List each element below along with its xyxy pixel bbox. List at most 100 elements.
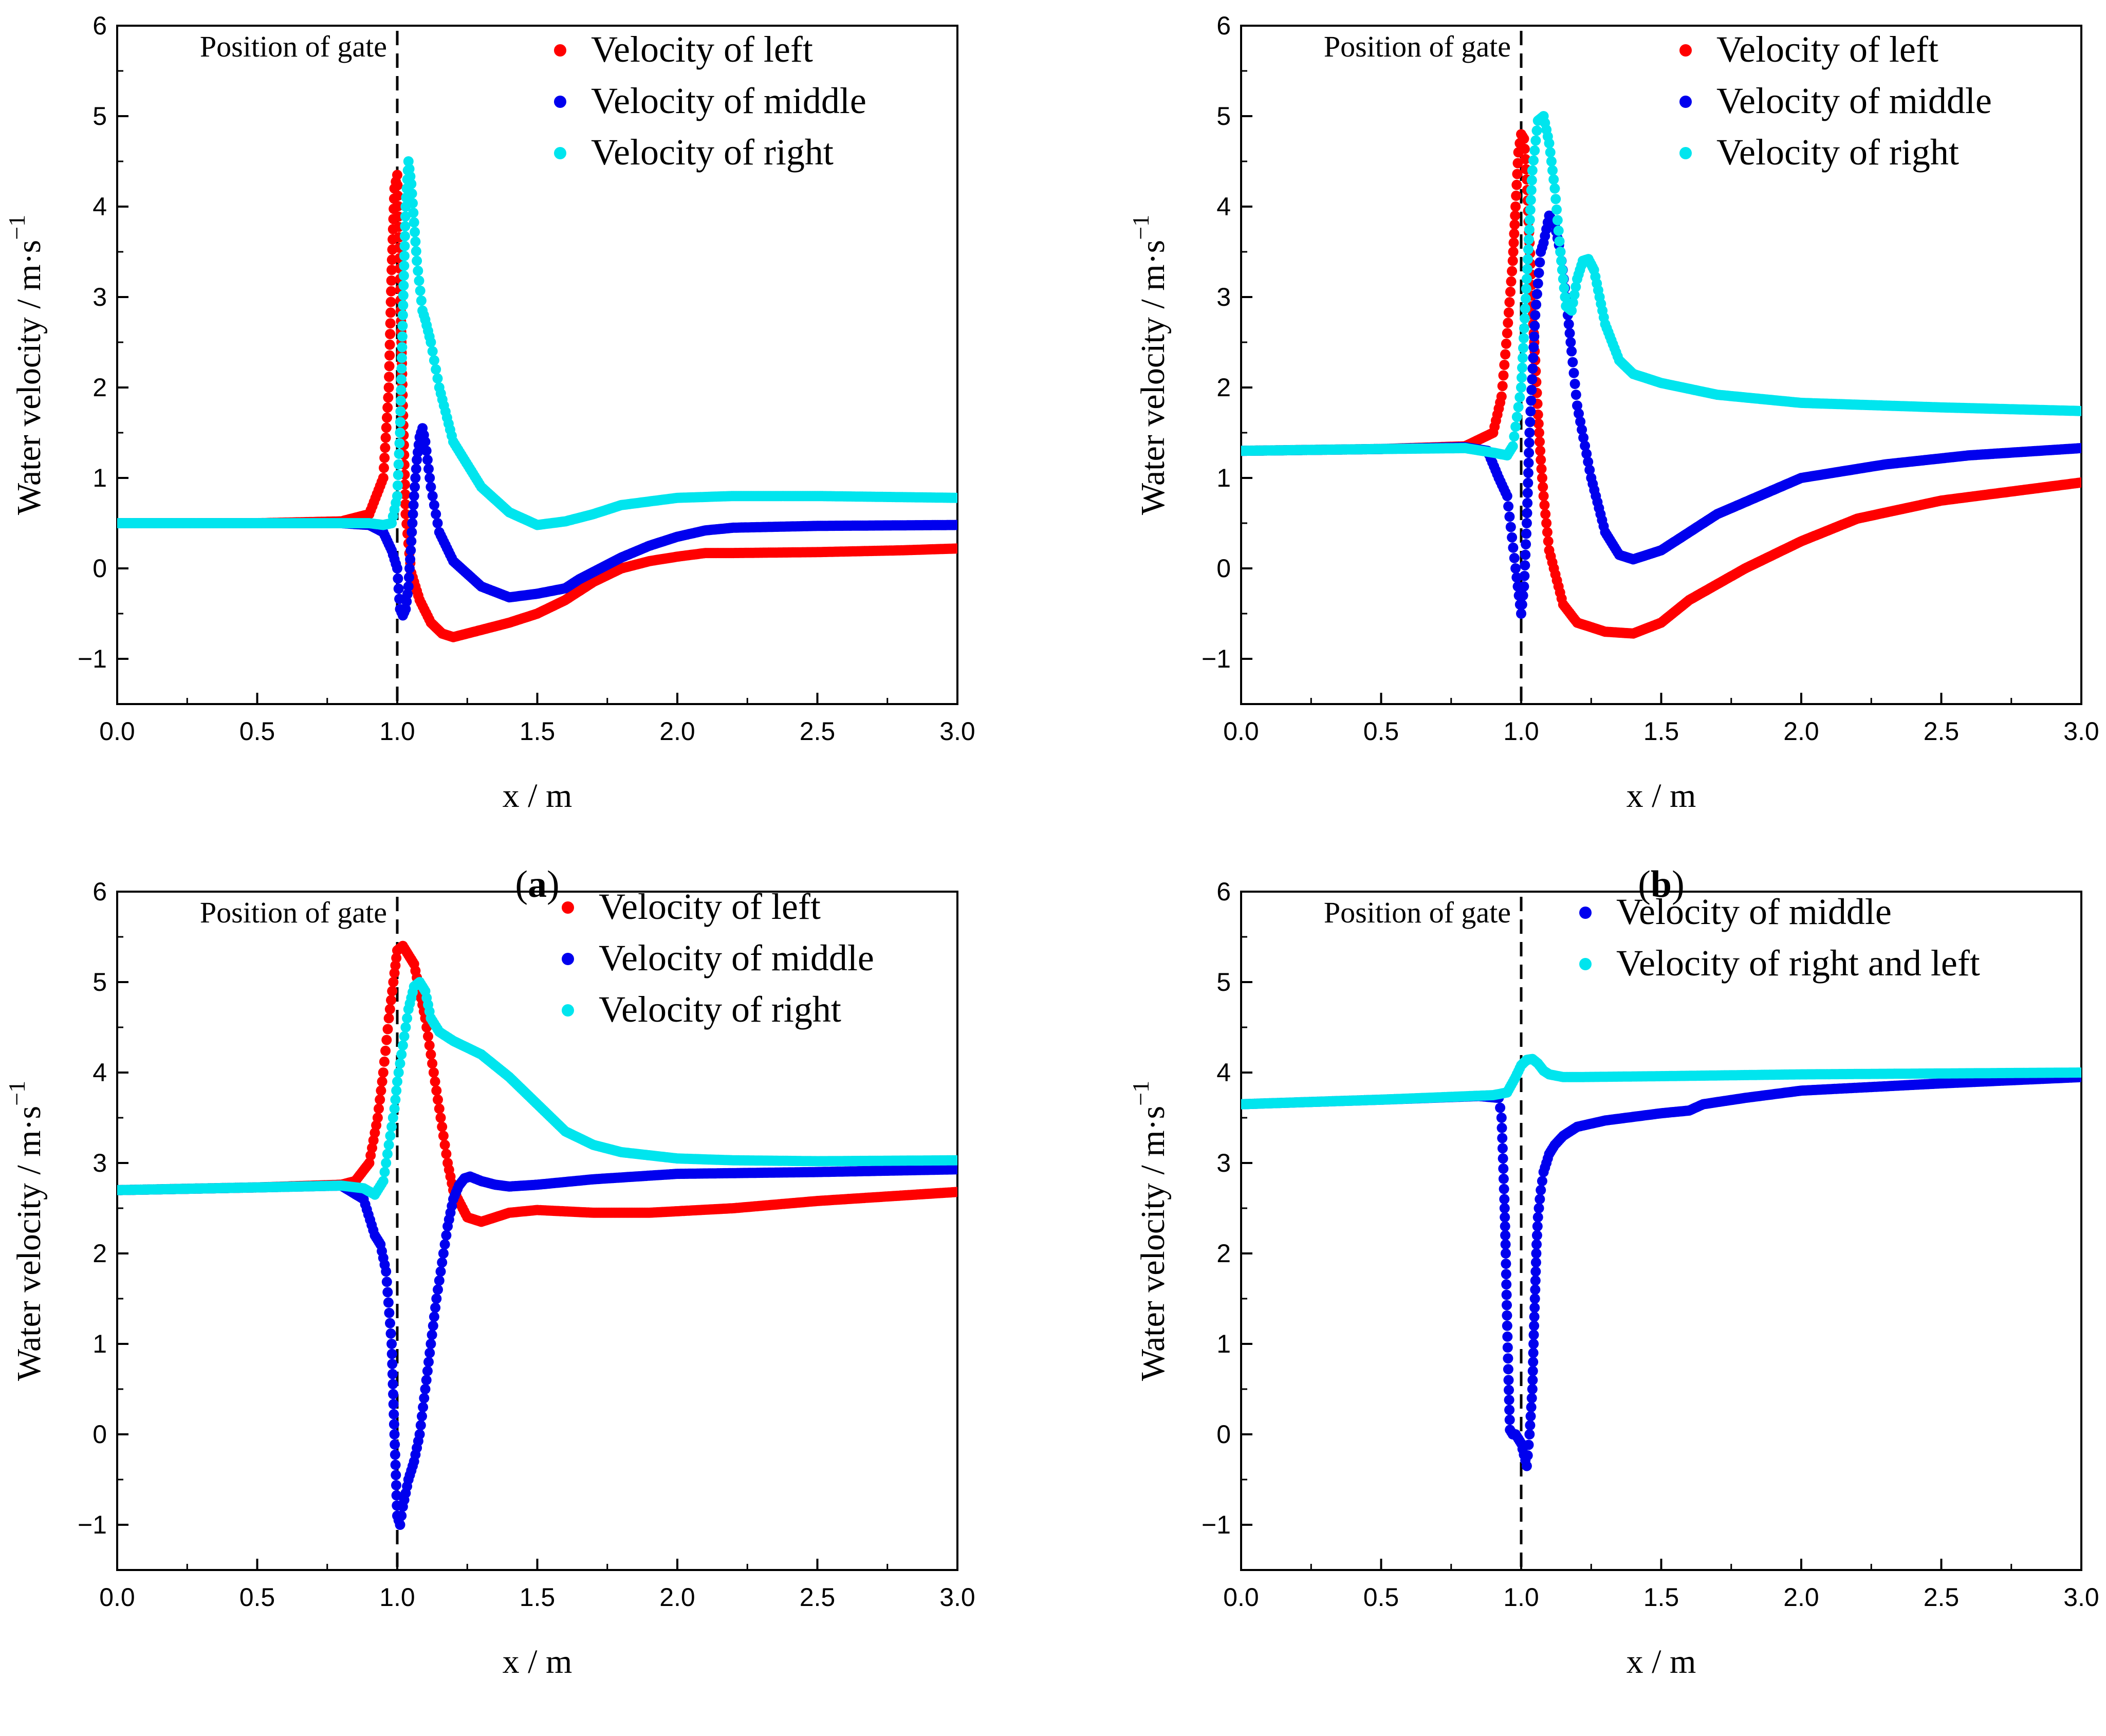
data-point: [390, 1449, 400, 1460]
data-point: [393, 573, 403, 584]
data-point: [1583, 456, 1594, 467]
series-velocity-of-right: [117, 977, 957, 1200]
data-point: [384, 372, 395, 382]
data-point: [378, 473, 389, 483]
data-point: [405, 545, 416, 556]
data-point: [411, 246, 421, 256]
series-velocity-of-left: [117, 170, 957, 642]
data-point: [400, 604, 411, 615]
data-point: [433, 1094, 443, 1105]
data-point: [410, 482, 420, 492]
data-point: [1512, 158, 1523, 169]
data-point: [429, 355, 439, 366]
data-point: [384, 339, 395, 350]
data-point: [1502, 328, 1512, 339]
data-point: [399, 261, 410, 271]
y-tick-label: 1: [93, 464, 107, 492]
data-point: [412, 454, 422, 465]
data-point: [386, 286, 397, 297]
x-tick-label: 2.0: [659, 717, 695, 746]
data-point: [380, 442, 391, 453]
data-point: [1548, 174, 1559, 185]
data-point: [1509, 219, 1520, 230]
y-tick-label: −1: [78, 1510, 107, 1539]
data-point: [393, 201, 403, 212]
data-point: [393, 1067, 404, 1078]
data-point: [396, 1510, 407, 1521]
data-point: [426, 337, 436, 347]
data-point: [1510, 421, 1521, 432]
data-point: [1523, 457, 1534, 468]
y-axis-title-text: Water velocity / m·s: [1134, 240, 1172, 515]
data-point: [397, 321, 408, 331]
data-point: [2076, 477, 2081, 488]
data-point: [1530, 310, 1541, 321]
data-point: [389, 1409, 399, 1419]
data-point: [1539, 500, 1550, 510]
y-axis-title-text: Water velocity / m·s: [10, 240, 48, 515]
data-point: [1536, 464, 1547, 474]
data-point: [395, 1058, 405, 1069]
data-point: [1545, 147, 1556, 158]
data-point: [383, 1297, 394, 1308]
y-tick-label: −1: [78, 644, 107, 673]
data-point: [1554, 236, 1565, 247]
data-point: [421, 1375, 432, 1386]
data-point: [1513, 402, 1524, 413]
data-point: [387, 1379, 398, 1390]
data-point: [399, 231, 410, 242]
data-point: [382, 1024, 393, 1035]
data-point: [394, 449, 404, 459]
data-point: [1527, 374, 1538, 384]
data-point: [1538, 482, 1548, 492]
data-point: [1503, 501, 1514, 512]
data-point: [380, 1045, 391, 1056]
data-point: [372, 1113, 383, 1123]
data-point: [952, 543, 957, 554]
data-point: [1524, 224, 1535, 235]
data-point: [385, 329, 396, 339]
y-tick-label: 5: [93, 102, 107, 131]
data-point: [1549, 183, 1560, 194]
data-point: [423, 464, 434, 474]
data-point: [400, 499, 411, 510]
series-velocity-of-right: [1241, 111, 2081, 460]
data-point: [433, 1284, 443, 1295]
data-point: [1511, 190, 1522, 201]
data-point: [426, 1049, 436, 1060]
y-tick-label: 4: [93, 192, 107, 221]
data-point: [390, 1439, 400, 1450]
legend-label: Velocity of middle: [1716, 80, 1992, 121]
data-point: [384, 1307, 395, 1318]
data-point: [381, 1158, 392, 1168]
data-point: [1509, 431, 1520, 442]
data-point: [386, 1121, 397, 1132]
data-point: [410, 227, 420, 237]
data-point: [952, 1187, 957, 1197]
data-point: [1530, 135, 1541, 146]
data-point: [389, 1429, 400, 1439]
legend-marker: [554, 147, 566, 159]
data-point: [1524, 428, 1535, 438]
y-tick-label: 4: [1216, 192, 1231, 221]
data-point: [418, 1402, 429, 1413]
data-point: [430, 1076, 440, 1087]
data-point: [1520, 560, 1530, 571]
data-point: [431, 364, 441, 375]
data-point: [402, 588, 413, 599]
data-point: [428, 1067, 439, 1078]
data-point: [1519, 134, 1529, 144]
plot-area: [1241, 111, 2081, 639]
data-point: [391, 1085, 402, 1096]
data-point: [392, 170, 402, 180]
data-point: [393, 583, 404, 594]
data-point: [1502, 491, 1512, 502]
data-point: [407, 188, 417, 199]
data-point: [1571, 390, 1581, 400]
data-point: [405, 554, 416, 565]
data-point: [428, 1320, 438, 1331]
data-point: [427, 1058, 438, 1069]
data-point: [383, 1013, 394, 1024]
data-point: [400, 489, 411, 500]
